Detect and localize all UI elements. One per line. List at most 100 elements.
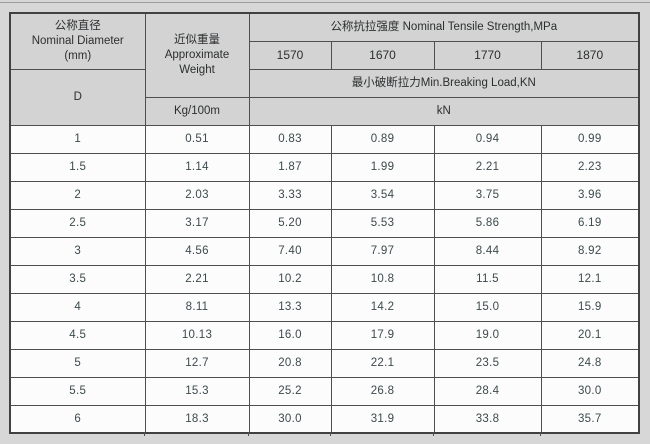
data-cell: 14.2 [330, 292, 435, 322]
data-cell: 30.0 [540, 376, 640, 406]
data-cell: 11.5 [433, 264, 542, 294]
header-grade-1870: 1870 [540, 40, 640, 70]
data-cell: 0.99 [540, 124, 640, 154]
data-cell: 15.9 [540, 292, 640, 322]
scan-artifact-top-line [0, 2, 650, 3]
header-weight-en1: Approximate [164, 48, 230, 61]
data-cell: 1 [9, 124, 146, 154]
data-cell: 19.0 [433, 320, 542, 350]
data-cell: 2.21 [144, 264, 250, 294]
data-cell: 3.96 [540, 180, 640, 210]
data-cell: 1.14 [144, 152, 250, 182]
header-kn-unit: kN [248, 96, 640, 126]
data-cell: 4.5 [9, 320, 146, 350]
data-cell: 0.89 [330, 124, 435, 154]
scan-artifact-stub [540, 432, 541, 436]
data-cell: 0.83 [248, 124, 332, 154]
table-row: 4.5 10.13 16.0 17.9 19.0 20.1 [9, 320, 640, 350]
header-nominal-diameter: 公称直径 Nominal Diameter (mm) [9, 12, 146, 70]
table-row: 4 8.11 13.3 14.2 15.0 15.9 [9, 292, 640, 322]
data-cell: 23.5 [433, 348, 542, 378]
data-cell: 2.5 [9, 208, 146, 238]
data-cell: 1.99 [330, 152, 435, 182]
data-cell: 15.3 [144, 376, 250, 406]
data-cell: 5.53 [330, 208, 435, 238]
data-cell: 1.87 [248, 152, 332, 182]
table-row: 2.5 3.17 5.20 5.53 5.86 6.19 [9, 208, 640, 238]
header-row-breaking: D 最小破断拉力Min.Breaking Load,KN [9, 68, 640, 126]
table-row: 5 12.7 20.8 22.1 23.5 24.8 [9, 348, 640, 378]
data-cell: 5.86 [433, 208, 542, 238]
data-cell: 30.0 [248, 404, 332, 434]
table-row: 5.5 15.3 25.2 26.8 28.4 30.0 [9, 376, 640, 406]
header-diameter-unit: (mm) [64, 49, 92, 62]
header-row-units: Kg/100m kN [10, 96, 640, 126]
header-tensile-strength-title: 公称抗拉强度 Nominal Tensile Strength,MPa [248, 12, 640, 42]
data-cell: 2.21 [433, 152, 542, 182]
data-cell: 26.8 [330, 376, 435, 406]
data-cell: 6.19 [540, 208, 640, 238]
data-cell: 3.75 [433, 180, 542, 210]
header-weight-unit: Kg/100m [144, 96, 250, 126]
data-cell: 3 [9, 236, 146, 266]
data-cell: 8.44 [433, 236, 542, 266]
header-weight-cn: 近似重量 [174, 33, 220, 46]
data-cell: 35.7 [540, 404, 640, 434]
data-cell: 20.1 [540, 320, 640, 350]
data-cell: 8.92 [540, 236, 640, 266]
header-grade-1670: 1670 [330, 40, 435, 70]
header-grade-1770: 1770 [433, 40, 542, 70]
data-cell: 31.9 [330, 404, 435, 434]
data-cell: 2 [9, 180, 146, 210]
data-cell: 7.40 [248, 236, 332, 266]
data-cell: 6 [9, 404, 146, 434]
scan-artifact-stub [433, 432, 434, 436]
data-cell: 3.54 [330, 180, 435, 210]
header-weight-en2: Weight [179, 63, 215, 76]
data-cell: 16.0 [248, 320, 332, 350]
data-cell: 12.1 [540, 264, 640, 294]
data-cell: 3.33 [248, 180, 332, 210]
table-row: 1 0.51 0.83 0.89 0.94 0.99 [9, 124, 640, 154]
data-cell: 8.11 [144, 292, 250, 322]
data-cell: 1.5 [9, 152, 146, 182]
scan-artifact-stub [330, 432, 331, 436]
data-cell: 17.9 [330, 320, 435, 350]
header-row-grades: 1570 1670 1770 1870 [10, 40, 640, 70]
data-cell: 28.4 [433, 376, 542, 406]
header-diameter-symbol: D [9, 68, 146, 126]
data-cell: 33.8 [433, 404, 542, 434]
header-diameter-cn: 公称直径 [54, 19, 101, 32]
table-row: 6 18.3 30.0 31.9 33.8 35.7 [9, 404, 640, 434]
data-cell: 20.8 [248, 348, 332, 378]
data-cell: 5 [9, 348, 146, 378]
header-approximate-weight: 近似重量 Approximate Weight [144, 12, 250, 98]
header-diameter-en: Nominal Diameter [31, 34, 124, 47]
data-cell: 15.0 [433, 292, 542, 322]
data-cell: 0.94 [433, 124, 542, 154]
data-cell: 13.3 [248, 292, 332, 322]
data-cell: 2.23 [540, 152, 640, 182]
data-cell: 25.2 [248, 376, 332, 406]
data-cell: 10.13 [144, 320, 250, 350]
data-cell: 7.97 [330, 236, 435, 266]
data-cell: 4.56 [144, 236, 250, 266]
data-cell: 5.20 [248, 208, 332, 238]
data-cell: 24.8 [540, 348, 640, 378]
scan-artifact-stub [248, 432, 249, 436]
data-cell: 12.7 [144, 348, 250, 378]
scan-artifact-stub [144, 432, 145, 436]
data-cell: 3.5 [9, 264, 146, 294]
data-cell: 22.1 [330, 348, 435, 378]
table-row: 3.5 2.21 10.2 10.8 11.5 12.1 [9, 264, 640, 294]
data-cell: 18.3 [144, 404, 250, 434]
data-cell: 0.51 [144, 124, 250, 154]
data-cell: 5.5 [9, 376, 146, 406]
header-breaking-load-title: 最小破断拉力Min.Breaking Load,KN [248, 68, 640, 98]
data-cell: 4 [9, 292, 146, 322]
table-row: 3 4.56 7.40 7.97 8.44 8.92 [9, 236, 640, 266]
header-row-1: 公称直径 Nominal Diameter (mm) 近似重量 Approxim… [9, 12, 640, 98]
header-grade-1570: 1570 [248, 40, 332, 70]
table-row: 2 2.03 3.33 3.54 3.75 3.96 [9, 180, 640, 210]
